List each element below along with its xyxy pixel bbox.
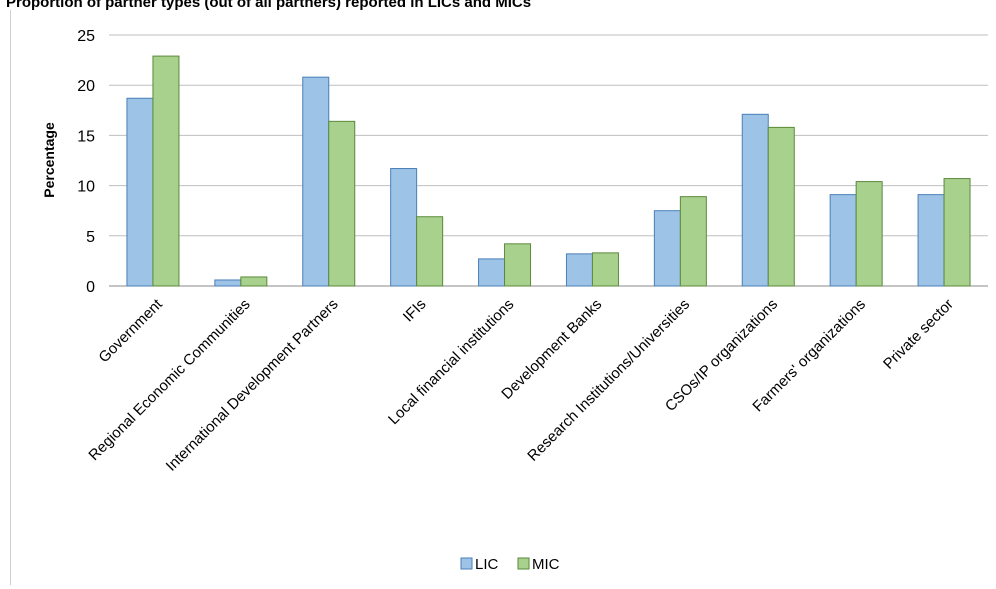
y-tick-label: 20 — [77, 78, 95, 95]
bar-lic — [829, 194, 857, 287]
bar-mic — [943, 178, 971, 287]
bar-mic — [504, 243, 532, 287]
bar-lic — [390, 168, 418, 287]
bar-lic — [653, 210, 681, 287]
bars — [126, 55, 971, 287]
x-tick-label: Government — [95, 295, 166, 366]
legend-label-mic: MIC — [532, 556, 560, 573]
y-tick-labels: 0 5 10 15 20 25 — [77, 28, 95, 296]
y-axis-label: Percentage — [41, 122, 57, 198]
bar-lic — [302, 76, 330, 287]
y-tick-label: 15 — [77, 128, 95, 145]
bar-lic — [565, 253, 593, 287]
bar-mic — [328, 120, 356, 287]
legend: LIC MIC — [460, 556, 560, 573]
x-tick-label: IFIs — [400, 296, 430, 326]
x-tick-label: International Development Partners — [163, 296, 342, 475]
bar-lic — [917, 194, 945, 287]
y-tick-label: 5 — [86, 229, 95, 246]
bar-mic — [591, 252, 619, 287]
legend-swatch-lic — [460, 557, 473, 570]
x-tick-label: Research Institutions/Universities — [524, 296, 693, 465]
bar-lic — [741, 113, 769, 287]
bar-lic — [126, 97, 154, 287]
x-tick-label: Private sector — [880, 296, 957, 373]
bar-lic — [478, 258, 506, 287]
bar-mic — [240, 276, 268, 287]
chart-title: Proportion of partner types (out of all … — [6, 0, 532, 11]
chart-frame — [10, 10, 989, 585]
legend-swatch-mic — [517, 557, 530, 570]
x-tick-label: Regional Economic Communities — [85, 296, 253, 464]
bar-lic — [214, 279, 242, 287]
bar-mic — [679, 196, 707, 287]
bar-mic — [767, 126, 795, 287]
y-tick-label: 10 — [77, 179, 95, 196]
bar-mic — [416, 216, 444, 287]
y-tick-label: 25 — [77, 28, 95, 45]
y-tick-label: 0 — [86, 279, 95, 296]
bar-mic — [152, 55, 180, 287]
bar-mic — [855, 181, 883, 287]
legend-label-lic: LIC — [475, 556, 499, 573]
